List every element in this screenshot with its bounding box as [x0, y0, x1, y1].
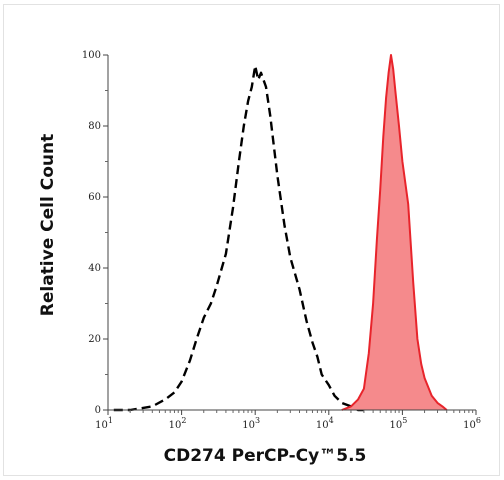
series-1-area	[341, 55, 447, 410]
x-tick-label: 106	[463, 416, 481, 431]
y-tick-label: 60	[88, 192, 101, 203]
x-axis-ticks: 101 102 103 104 105 106	[95, 410, 481, 431]
y-axis-ticks: 0 20 40 60 80 100	[82, 50, 108, 416]
y-tick-label: 0	[95, 405, 101, 416]
x-tick-label: 102	[169, 416, 187, 431]
y-tick-label: 20	[88, 334, 101, 345]
x-tick-label: 104	[316, 416, 334, 431]
series-layer	[113, 54, 448, 412]
x-tick-label: 103	[242, 416, 260, 431]
x-tick-label: 105	[389, 416, 407, 431]
series-1-line	[341, 54, 448, 411]
plot-area: 101 102 103 104 105 106 0 20 40 60 80 100	[82, 50, 481, 431]
y-axis-title: Relative Cell Count	[38, 134, 58, 316]
series-0-line	[113, 64, 364, 412]
y-tick-label: 40	[88, 263, 101, 274]
x-axis-title: CD274 PerCP-Cy™5.5	[164, 446, 367, 466]
x-tick-label: 101	[95, 416, 113, 431]
y-tick-label: 100	[82, 50, 101, 61]
y-tick-label: 80	[88, 121, 101, 132]
